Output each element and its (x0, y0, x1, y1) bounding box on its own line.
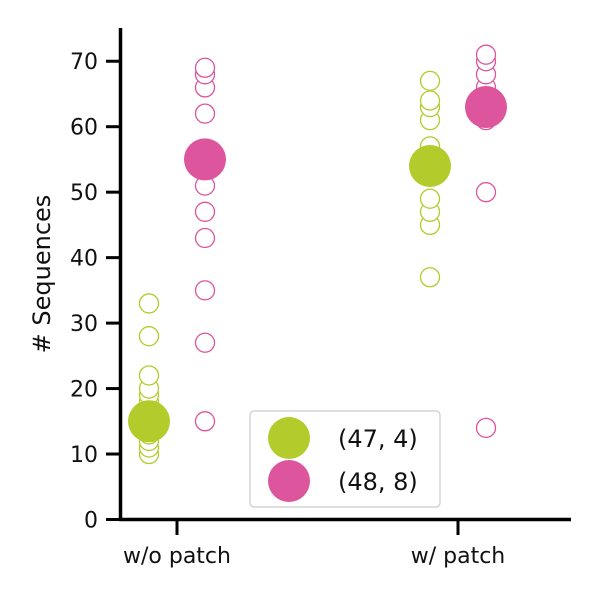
y-tick-label: 30 (70, 312, 98, 337)
x-tick-label: w/o patch (123, 544, 231, 569)
ticks-layer: 0 10 20 30 40 50 60 70 w/o patch w/ patch (70, 50, 505, 569)
points-layer (128, 44, 507, 465)
y-tick-label: 0 (84, 509, 98, 534)
legend-marker-series-2 (268, 460, 310, 502)
x-tick-label: w/ patch (411, 544, 506, 569)
mean-point (465, 86, 507, 129)
data-point (475, 182, 497, 203)
axes-layer (118, 28, 571, 522)
data-point (419, 90, 441, 111)
data-point (194, 280, 216, 301)
data-point (138, 326, 160, 347)
y-tick-label: 50 (70, 181, 98, 206)
mean-point (409, 144, 451, 187)
data-point (419, 267, 441, 288)
data-point (194, 103, 216, 124)
mean-point (128, 400, 170, 443)
y-axis-label: # Sequences (28, 195, 56, 354)
data-point (138, 293, 160, 314)
mean-point (184, 138, 226, 181)
y-tick-label: 20 (70, 378, 98, 403)
data-point (475, 44, 497, 65)
legend-label-series-2: (48, 8) (338, 468, 418, 496)
y-tick-label: 40 (70, 247, 98, 272)
data-point (475, 417, 497, 438)
data-point (194, 332, 216, 353)
data-point (419, 188, 441, 209)
data-point (194, 201, 216, 222)
y-tick-label: 70 (70, 50, 98, 75)
data-point (419, 70, 441, 92)
data-point (194, 227, 216, 249)
legend-marker-series-1 (268, 417, 310, 459)
legend-label-series-1: (47, 4) (338, 425, 418, 453)
data-point (138, 365, 160, 386)
data-point (194, 411, 216, 432)
y-tick-label: 10 (70, 443, 98, 468)
data-point (194, 57, 216, 78)
legend: (47, 4) (48, 8) (249, 410, 441, 508)
y-tick-label: 60 (70, 116, 98, 141)
